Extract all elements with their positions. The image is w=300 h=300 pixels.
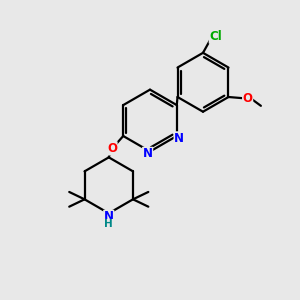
- Text: N: N: [174, 132, 184, 145]
- Text: H: H: [104, 220, 113, 230]
- Text: O: O: [107, 142, 117, 155]
- Text: N: N: [142, 147, 153, 160]
- Text: O: O: [243, 92, 253, 105]
- Text: N: N: [104, 210, 114, 223]
- Text: Cl: Cl: [209, 30, 222, 43]
